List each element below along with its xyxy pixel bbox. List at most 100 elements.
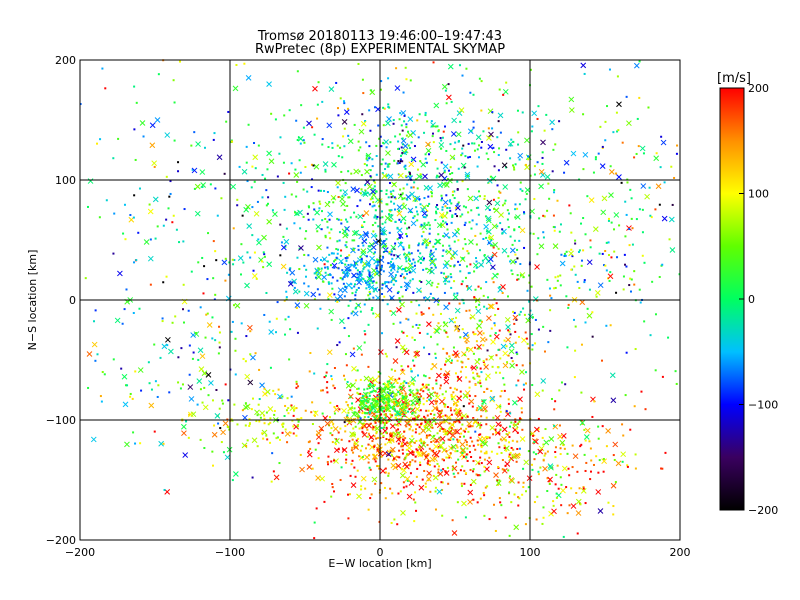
- data-point: [354, 264, 357, 267]
- data-point: [589, 246, 592, 249]
- data-point: [300, 417, 303, 420]
- data-point: [276, 175, 279, 178]
- data-point: [474, 430, 477, 433]
- data-point-cross: [524, 137, 530, 144]
- data-point-cross: [151, 160, 158, 167]
- data-point: [488, 436, 491, 439]
- data-point: [422, 259, 425, 262]
- data-point: [615, 291, 618, 294]
- data-point: [393, 385, 396, 388]
- data-point: [289, 328, 292, 331]
- data-point: [434, 258, 437, 261]
- data-point: [445, 456, 448, 459]
- data-point: [635, 218, 638, 221]
- data-point: [417, 398, 420, 401]
- data-point: [333, 197, 336, 200]
- data-point: [295, 382, 298, 385]
- data-point: [375, 411, 378, 414]
- data-point: [316, 327, 319, 330]
- data-point: [135, 259, 138, 262]
- data-point: [589, 239, 592, 242]
- data-point-cross: [342, 232, 349, 239]
- data-point: [372, 252, 375, 255]
- data-point-cross: [363, 375, 370, 382]
- data-point: [482, 237, 485, 240]
- data-point: [386, 385, 389, 388]
- data-point: [381, 287, 384, 290]
- data-point: [496, 483, 499, 486]
- data-point: [520, 407, 523, 410]
- data-point: [311, 401, 314, 404]
- data-point: [348, 421, 351, 424]
- data-point: [312, 218, 315, 221]
- data-point: [349, 474, 352, 477]
- data-point: [405, 256, 408, 259]
- data-point: [613, 458, 616, 461]
- data-point-cross: [458, 107, 465, 113]
- data-point: [508, 435, 511, 438]
- data-point: [463, 238, 466, 241]
- data-point: [362, 422, 365, 425]
- data-point-cross: [197, 347, 204, 354]
- data-point: [350, 172, 353, 175]
- data-point: [250, 186, 253, 189]
- data-point: [214, 250, 217, 253]
- data-point: [478, 249, 481, 252]
- data-point: [634, 453, 637, 456]
- data-point-cross: [497, 112, 504, 119]
- data-point: [575, 492, 578, 495]
- data-point: [365, 405, 368, 408]
- data-point: [337, 155, 340, 158]
- data-point-cross: [244, 373, 251, 380]
- data-point: [231, 479, 234, 482]
- data-point: [304, 275, 307, 278]
- data-point: [429, 240, 432, 243]
- data-point: [375, 190, 378, 193]
- data-point: [281, 395, 284, 398]
- data-point: [282, 181, 285, 184]
- data-point: [367, 286, 370, 289]
- data-point: [420, 223, 423, 226]
- data-point: [445, 194, 448, 197]
- data-point: [399, 220, 402, 223]
- data-point: [395, 67, 398, 70]
- data-point-cross: [399, 344, 406, 351]
- data-point: [430, 424, 433, 427]
- data-point: [223, 172, 226, 175]
- data-point: [372, 426, 375, 429]
- data-point: [262, 266, 265, 269]
- data-point-cross: [356, 345, 363, 351]
- data-point-cross: [322, 161, 329, 167]
- data-point: [614, 481, 617, 484]
- data-point: [442, 220, 445, 223]
- data-point: [450, 221, 453, 224]
- data-point-cross: [489, 395, 496, 402]
- data-point: [138, 307, 141, 310]
- data-point: [364, 419, 367, 422]
- data-point: [355, 439, 358, 442]
- data-point: [298, 290, 301, 293]
- data-point-cross: [421, 210, 428, 217]
- data-point: [402, 202, 405, 205]
- data-point: [423, 346, 426, 349]
- data-point: [133, 261, 136, 264]
- data-point: [516, 278, 519, 281]
- data-point: [438, 436, 441, 439]
- data-point: [451, 468, 454, 471]
- data-point: [417, 136, 420, 139]
- data-point: [404, 66, 407, 69]
- data-point: [161, 320, 164, 323]
- data-point-cross: [426, 267, 433, 274]
- data-point: [398, 418, 401, 421]
- data-point: [413, 261, 416, 264]
- data-point: [253, 251, 256, 254]
- data-point: [474, 288, 477, 291]
- data-point: [472, 120, 475, 123]
- data-point: [498, 497, 501, 500]
- data-point: [615, 111, 618, 114]
- data-point: [347, 263, 350, 266]
- data-point: [148, 203, 151, 206]
- data-point: [278, 462, 281, 465]
- data-point-cross: [510, 258, 516, 265]
- data-point: [326, 191, 329, 194]
